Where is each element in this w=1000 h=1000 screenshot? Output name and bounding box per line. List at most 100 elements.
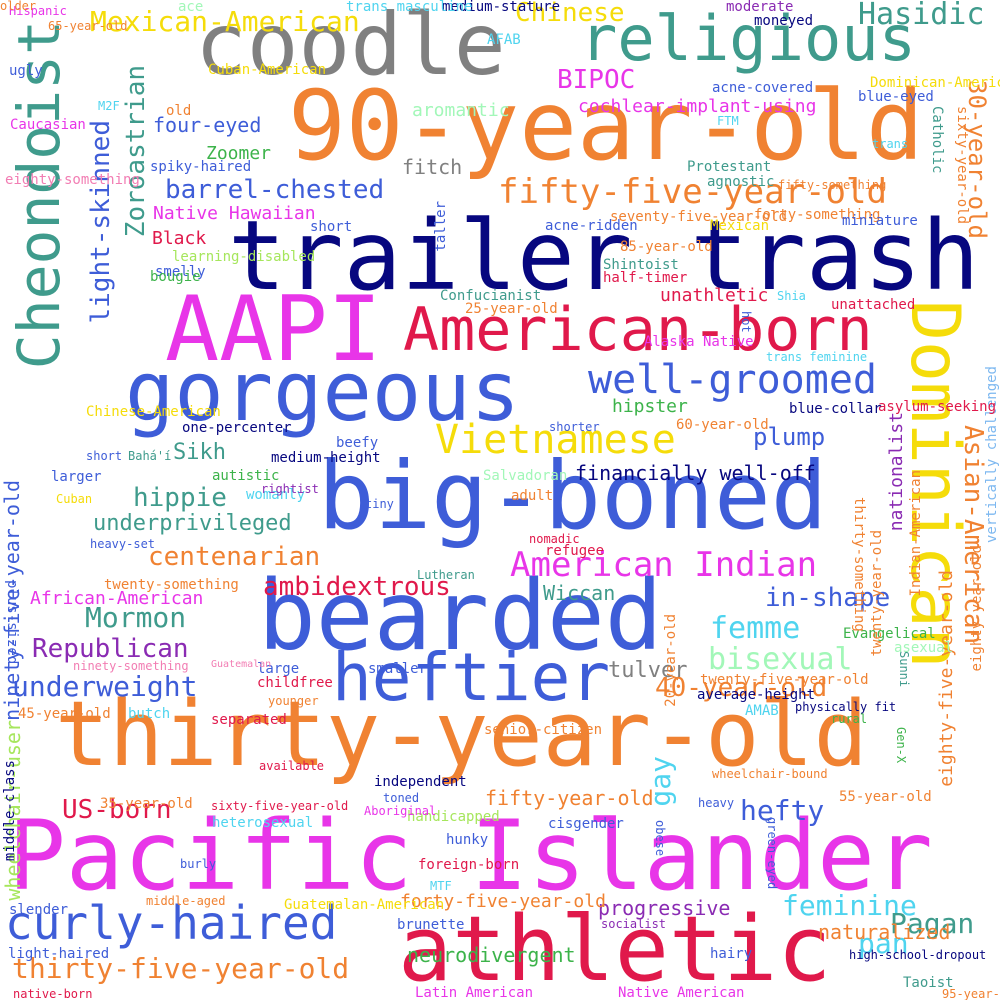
word-handicapped: handicapped [407, 809, 500, 825]
word-obese: obese [653, 820, 667, 857]
word-tiny: tiny [365, 497, 394, 511]
word-acne-ridden: acne-ridden [545, 218, 638, 234]
word-35-year-old: 35-year-old [100, 796, 193, 812]
word-rightist: rightist [261, 482, 319, 496]
word-tulver: tulver [608, 658, 688, 683]
word-bougie: bougie [150, 269, 201, 285]
word-pacific-islander: Pacific Islander [8, 800, 933, 912]
word-butch: butch [128, 706, 171, 722]
word-larger: larger [51, 469, 102, 485]
word-caucasian: Caucasian [10, 117, 86, 133]
word-smelly: smelly [155, 264, 206, 280]
word-90-year-old: 90-year-old [288, 70, 924, 182]
word-thirty-something: thirty-something [851, 497, 867, 632]
word-twenty-something: twenty-something [104, 577, 239, 593]
word-sunni: Sunni [897, 651, 911, 688]
word-protestant: Protestant [687, 159, 772, 175]
word-asian-american: Asian-American [958, 425, 988, 645]
word-sikh: Sikh [173, 440, 226, 465]
word-rural: rural [831, 712, 868, 726]
word-guatemalan: Guatemalan [211, 659, 272, 670]
word-progressive: progressive [598, 896, 731, 920]
word-neurodivergent: neurodivergent [407, 943, 576, 967]
word-mormon: Mormon [85, 601, 187, 634]
word-aromantic: aromantic [412, 100, 510, 121]
word-nomadic: nomadic [529, 532, 580, 546]
word-ambidextrous: ambidextrous [263, 572, 451, 602]
word-burly: burly [180, 857, 217, 871]
word-mtf: MTF [430, 879, 452, 893]
word-fifty-year-old: fifty-year-old [485, 786, 654, 810]
word-centenarian: centenarian [148, 542, 321, 572]
word-blue-collar: blue-collar [789, 401, 882, 417]
word-cuban-american: Cuban-American [208, 62, 327, 78]
word-beefy: beefy [336, 435, 379, 451]
word-curly-haired: curly-haired [5, 896, 338, 950]
word-latin-american: Latin American [415, 985, 534, 1000]
word-20-year-old: 20-year-old [663, 614, 679, 707]
word-forty-five-year-old: forty-five-year-old [400, 891, 606, 912]
word-spiky-haired: spiky-haired [150, 159, 252, 175]
word-half-timer: half-timer [603, 270, 688, 286]
word-american-indian: American Indian [510, 545, 818, 585]
word-miniature: miniature [842, 213, 918, 229]
word-blue-eyed: blue-eyed [858, 89, 934, 105]
word-senior-citizen: senior-citizen [484, 722, 603, 738]
word-lutheran: Lutheran [417, 568, 475, 582]
word-evangelical: Evangelical [843, 626, 936, 642]
word-alaska-native: Alaska Native [644, 334, 754, 350]
word-95-year-old: 95-year-old [942, 987, 1000, 1000]
word-salvadoran: Salvadoran [483, 468, 568, 484]
word-agnostic: agnostic [707, 174, 775, 190]
word-medium-stature: medium-stature [442, 0, 561, 15]
word-plus-sized: plus-sized [4, 580, 20, 665]
word-plump: plump [753, 423, 826, 451]
word-big-boned: big-boned [318, 442, 828, 551]
word-high-school-dropout: high-school-dropout [849, 948, 987, 962]
word-republican: Republican [32, 634, 189, 664]
word-sixty-five-year-old: sixty-five-year-old [211, 799, 349, 813]
word-one-percenter: one-percenter [182, 420, 292, 436]
word-bipoc: BIPOC [557, 65, 636, 95]
word-unathletic: unathletic [660, 285, 769, 306]
word-pan: pan [858, 927, 909, 960]
word-gen-x: Gen-X [894, 727, 908, 764]
word-socialist: socialist [601, 917, 667, 931]
word-femme: femme [710, 611, 801, 646]
word-unattached: unattached [831, 297, 916, 313]
word-medium-height: medium-height [271, 450, 381, 466]
word-nationalist: nationalist [886, 412, 907, 532]
word-chinese: Chinese [515, 0, 625, 28]
word-us-born: US-born [62, 795, 172, 825]
word-religious: religious [580, 2, 916, 75]
word-native-hawaiian: Native Hawaiian [153, 203, 316, 224]
word-vietnamese: Vietnamese [435, 417, 676, 463]
word-pagan: Pagan [890, 907, 975, 940]
word-green-eyed: green-eyed [765, 817, 779, 890]
word-hot: hot [739, 311, 753, 333]
word-naturalized: naturalized [818, 920, 951, 944]
word-barrel-chested: barrel-chested [165, 175, 385, 205]
word-trailer-trash: trailer trash [228, 200, 980, 312]
word-gorgeous: gorgeous [125, 345, 520, 440]
word-older: older [0, 0, 37, 13]
word-taller: taller [433, 201, 449, 252]
word-baha-i: Bahá'í [128, 449, 172, 463]
word-independent: independent [374, 774, 467, 790]
word-indian-american: Indian-American [908, 470, 924, 597]
word-twenty-year-old: twenty-year-old [869, 530, 885, 657]
word-athletic: athletic [398, 897, 832, 1000]
word-asexual: asexual [894, 640, 954, 656]
word-cochlear-implant-using: cochlear-implant-using [578, 96, 817, 117]
word-cuban: Cuban [56, 492, 93, 506]
word-childfree: childfree [257, 675, 333, 691]
word-shorter: shorter [549, 420, 600, 434]
word-underprivileged: underprivileged [93, 511, 292, 536]
word-55-year-old: 55-year-old [839, 789, 932, 805]
word-twenty-five-year-old: twenty-five-year-old [700, 672, 869, 688]
word-refugee: refugee [545, 543, 605, 559]
word-sixty-year-old: sixty-year-old [954, 106, 970, 225]
word-forty-something: forty-something [754, 207, 881, 223]
word-hefty: hefty [740, 794, 825, 827]
